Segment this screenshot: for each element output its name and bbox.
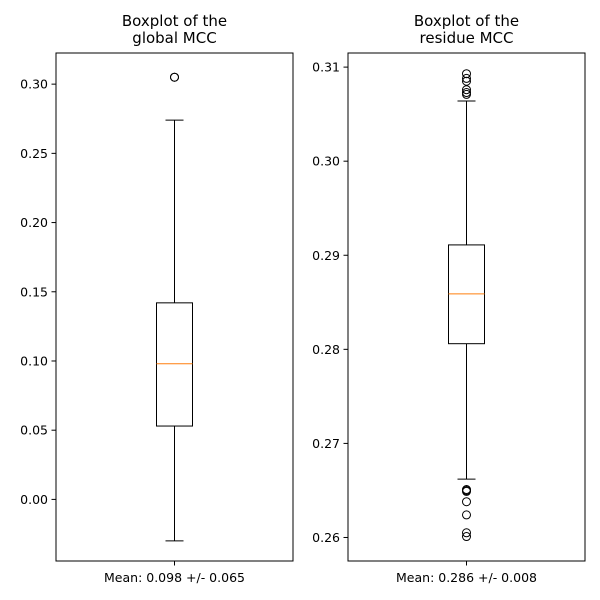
y-tick-label: 0.10 <box>20 353 48 368</box>
y-tick-label: 0.30 <box>312 154 340 169</box>
y-tick-label: 0.28 <box>312 342 340 357</box>
y-tick-label: 0.27 <box>312 436 340 451</box>
y-tick-label: 0.05 <box>20 423 48 438</box>
y-tick-label: 0.29 <box>312 248 340 263</box>
outlier-point <box>462 532 471 542</box>
outlier-point <box>170 72 179 82</box>
chart-title-line: Boxplot of the <box>414 12 519 30</box>
y-tick-label: 0.15 <box>20 284 48 299</box>
chart-title-line: Boxplot of the <box>122 12 227 30</box>
y-tick-label: 0.30 <box>20 77 48 92</box>
y-tick-label: 0.00 <box>20 492 48 507</box>
outlier-point <box>462 73 471 83</box>
residue-mcc-panel: Boxplot of the residue MCC 0.26 0.27 0.28 0.2… <box>312 12 586 585</box>
chart-title: Boxplot of the global MCC <box>122 12 227 47</box>
outlier-point <box>462 497 471 507</box>
outlier-point <box>462 485 471 495</box>
outlier-point <box>462 89 471 99</box>
iqr-box <box>156 302 193 427</box>
y-tick-label: 0.25 <box>20 146 48 161</box>
global-mcc-panel: Boxplot of the global MCC 0.00 0.05 0.10 0.15… <box>20 12 294 585</box>
outlier-point <box>462 88 471 98</box>
y-tick-label: 0.20 <box>20 215 48 230</box>
chart-title-line: residue MCC <box>420 29 514 47</box>
chart-title: Boxplot of the residue MCC <box>414 12 519 47</box>
outlier-point <box>462 69 471 79</box>
y-tick-label: 0.31 <box>312 60 340 75</box>
y-tick-label: 0.26 <box>312 530 340 545</box>
outlier-point <box>462 510 471 520</box>
x-axis-label: Mean: 0.098 +/- 0.065 <box>104 570 245 585</box>
chart-title-line: global MCC <box>132 29 216 47</box>
outlier-point <box>462 528 471 538</box>
x-axis-label: Mean: 0.286 +/- 0.008 <box>396 570 537 585</box>
